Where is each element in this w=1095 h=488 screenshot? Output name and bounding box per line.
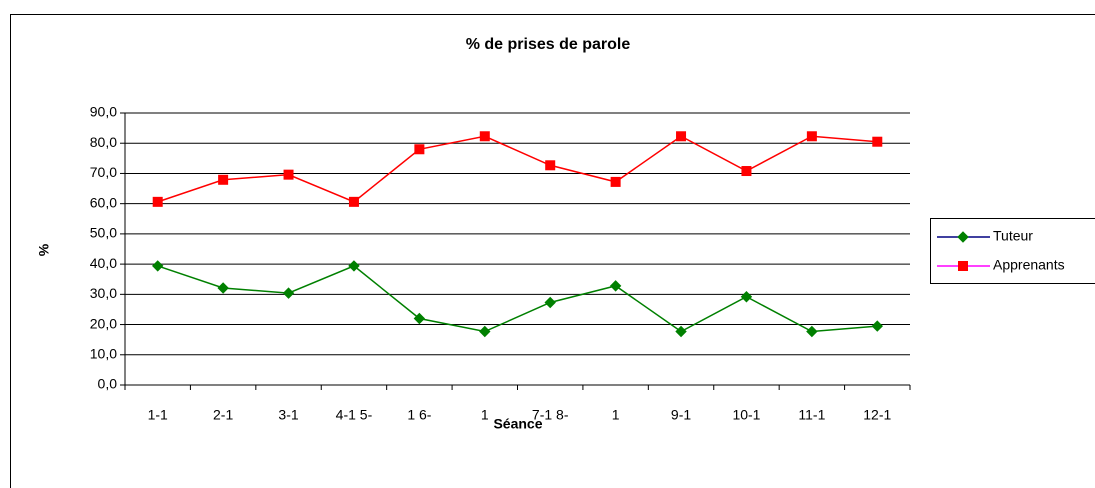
point bbox=[741, 166, 752, 177]
chart-border bbox=[10, 14, 1095, 488]
x-tick-label: 9-1 bbox=[671, 407, 691, 423]
y-tick-label: 40,0 bbox=[90, 255, 117, 271]
legend-label: Apprenants bbox=[993, 257, 1065, 273]
legend-label: Tuteur bbox=[993, 228, 1033, 244]
y-tick-label: 10,0 bbox=[90, 345, 117, 361]
x-tick-label: 11-1 bbox=[798, 407, 825, 423]
series-line bbox=[157, 265, 878, 333]
point bbox=[414, 144, 425, 155]
y-tick-label: 20,0 bbox=[90, 315, 117, 331]
chart-title: % de prises de parole bbox=[466, 36, 631, 53]
point bbox=[740, 291, 753, 303]
point bbox=[348, 196, 359, 207]
point bbox=[609, 280, 622, 292]
point bbox=[218, 174, 229, 185]
legend-marker bbox=[957, 231, 969, 243]
point bbox=[610, 176, 621, 187]
y-tick-label: 90,0 bbox=[90, 104, 117, 120]
x-tick-label: 4-1 5- bbox=[336, 407, 373, 423]
point bbox=[413, 312, 426, 325]
point bbox=[479, 131, 490, 142]
point bbox=[806, 131, 817, 142]
point bbox=[282, 287, 295, 299]
y-tick-label: 30,0 bbox=[90, 285, 117, 301]
point bbox=[676, 131, 687, 142]
point bbox=[283, 169, 294, 180]
x-tick-label: 1 bbox=[481, 407, 489, 423]
point bbox=[152, 260, 164, 272]
point bbox=[806, 325, 818, 338]
legend-box bbox=[930, 218, 1095, 284]
x-tick-label: 1-1 bbox=[148, 407, 168, 423]
point bbox=[675, 325, 687, 338]
point bbox=[871, 320, 883, 332]
y-tick-label: 60,0 bbox=[90, 194, 117, 210]
x-tick-label: 1 6- bbox=[407, 407, 431, 423]
y-axis-title: % bbox=[36, 243, 52, 256]
point bbox=[348, 260, 360, 272]
y-tick-label: 80,0 bbox=[90, 134, 117, 150]
legend-marker bbox=[958, 261, 968, 271]
x-axis-title: Séance bbox=[493, 416, 542, 432]
point bbox=[544, 296, 556, 309]
point bbox=[217, 282, 229, 294]
point bbox=[545, 160, 556, 171]
x-tick-label: 1 bbox=[612, 407, 620, 423]
x-tick-label: 3-1 bbox=[278, 407, 298, 423]
y-tick-label: 0,0 bbox=[98, 376, 118, 392]
y-tick-label: 70,0 bbox=[90, 164, 117, 180]
point bbox=[152, 196, 163, 207]
x-tick-label: 2-1 bbox=[213, 407, 233, 423]
point bbox=[479, 325, 491, 338]
x-tick-label: 12-1 bbox=[863, 407, 891, 423]
y-tick-label: 50,0 bbox=[90, 225, 117, 241]
x-tick-label: 7-1 8- bbox=[532, 407, 569, 423]
x-tick-label: 10-1 bbox=[732, 407, 760, 423]
point bbox=[872, 136, 883, 147]
series-line bbox=[157, 135, 878, 203]
